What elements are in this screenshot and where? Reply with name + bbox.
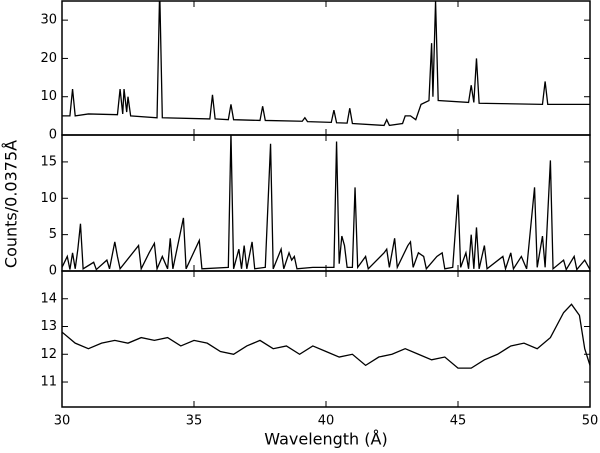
x-tick-label: 30 bbox=[54, 414, 71, 429]
x-tick-label: 45 bbox=[450, 414, 467, 429]
data-line bbox=[62, 303, 590, 369]
data-line bbox=[62, 135, 590, 271]
y-tick-label: 13 bbox=[40, 319, 57, 334]
y-tick-label: 15 bbox=[40, 154, 57, 169]
y-axis-label: Counts/0.0375Å bbox=[2, 140, 21, 268]
panel-frame bbox=[61, 270, 591, 408]
y-tick-label: 0 bbox=[49, 128, 57, 143]
y-tick-label: 5 bbox=[49, 227, 57, 242]
y-tick-label: 0 bbox=[49, 264, 57, 279]
x-axis-label: Wavelength (Å) bbox=[264, 430, 387, 449]
x-tick-label: 35 bbox=[186, 414, 203, 429]
panel-frame bbox=[61, 134, 591, 272]
y-tick-label: 10 bbox=[40, 89, 57, 104]
y-tick-label: 12 bbox=[40, 347, 57, 362]
panel-frame bbox=[61, 0, 591, 136]
y-tick-label: 11 bbox=[40, 375, 57, 390]
y-tick-label: 14 bbox=[40, 291, 57, 306]
x-tick-label: 40 bbox=[318, 414, 335, 429]
x-tick-label: 50 bbox=[582, 414, 599, 429]
y-tick-label: 20 bbox=[40, 51, 57, 66]
data-line bbox=[62, 1, 590, 127]
y-tick-label: 10 bbox=[40, 191, 57, 206]
y-tick-label: 30 bbox=[40, 13, 57, 28]
